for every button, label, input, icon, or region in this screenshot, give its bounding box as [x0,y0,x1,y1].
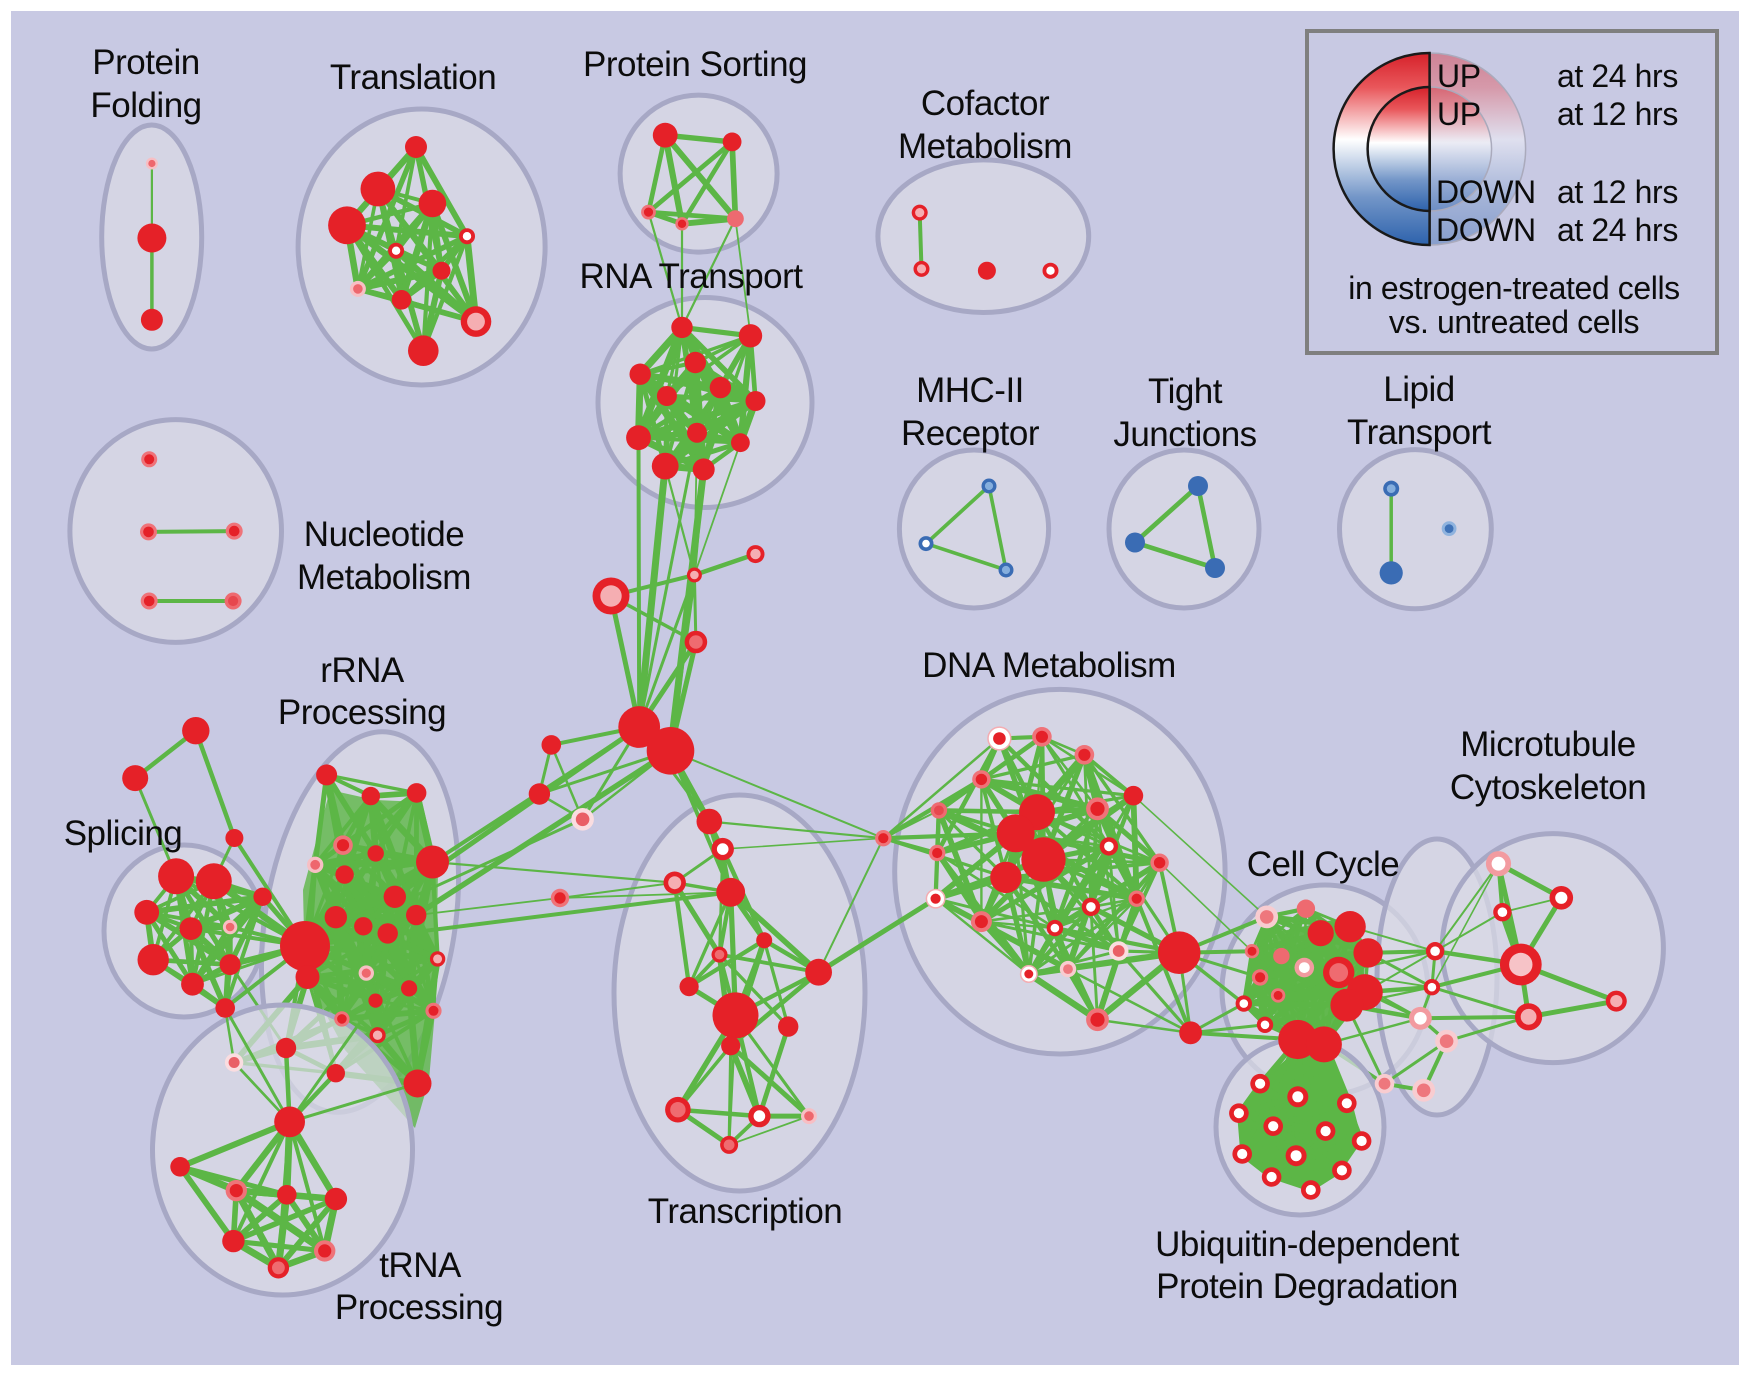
svg-text:tRNA: tRNA [379,1246,462,1285]
svg-text:Junctions: Junctions [1113,415,1256,454]
svg-text:Transport: Transport [1347,413,1492,452]
svg-text:Ubiquitin-dependent: Ubiquitin-dependent [1155,1225,1460,1264]
svg-text:Cytoskeleton: Cytoskeleton [1450,768,1646,807]
svg-text:vs. untreated cells: vs. untreated cells [1389,304,1639,340]
svg-text:DOWN: DOWN [1436,212,1536,248]
svg-text:rRNA: rRNA [320,651,405,690]
svg-text:MHC-II: MHC-II [916,371,1024,410]
svg-text:Transcription: Transcription [648,1192,843,1231]
svg-text:Nucleotide: Nucleotide [304,515,464,554]
svg-text:Metabolism: Metabolism [297,558,471,597]
svg-text:at 24 hrs: at 24 hrs [1557,212,1678,248]
svg-text:Translation: Translation [330,58,496,97]
svg-text:Cofactor: Cofactor [921,84,1050,123]
svg-text:DNA Metabolism: DNA Metabolism [922,646,1176,685]
svg-text:Tight: Tight [1148,372,1223,411]
svg-text:UP: UP [1437,58,1481,94]
svg-text:Processing: Processing [335,1288,503,1327]
svg-text:at 24 hrs: at 24 hrs [1557,58,1678,94]
svg-text:at 12 hrs: at 12 hrs [1557,174,1678,210]
svg-text:Protein Degradation: Protein Degradation [1156,1267,1458,1306]
svg-text:Folding: Folding [90,86,201,125]
svg-text:in estrogen-treated cells: in estrogen-treated cells [1348,270,1680,306]
svg-text:UP: UP [1437,96,1481,132]
svg-text:at 12 hrs: at 12 hrs [1557,96,1678,132]
svg-text:DOWN: DOWN [1436,174,1536,210]
svg-text:Metabolism: Metabolism [898,127,1072,166]
svg-text:Protein Sorting: Protein Sorting [583,45,807,84]
svg-text:Splicing: Splicing [64,814,183,853]
svg-text:Receptor: Receptor [901,414,1040,453]
svg-text:RNA Transport: RNA Transport [579,257,803,296]
svg-text:Protein: Protein [92,43,199,82]
svg-text:Processing: Processing [278,693,446,732]
svg-text:Lipid: Lipid [1383,370,1454,409]
svg-text:Cell Cycle: Cell Cycle [1247,845,1400,884]
svg-text:Microtubule: Microtubule [1460,725,1635,764]
